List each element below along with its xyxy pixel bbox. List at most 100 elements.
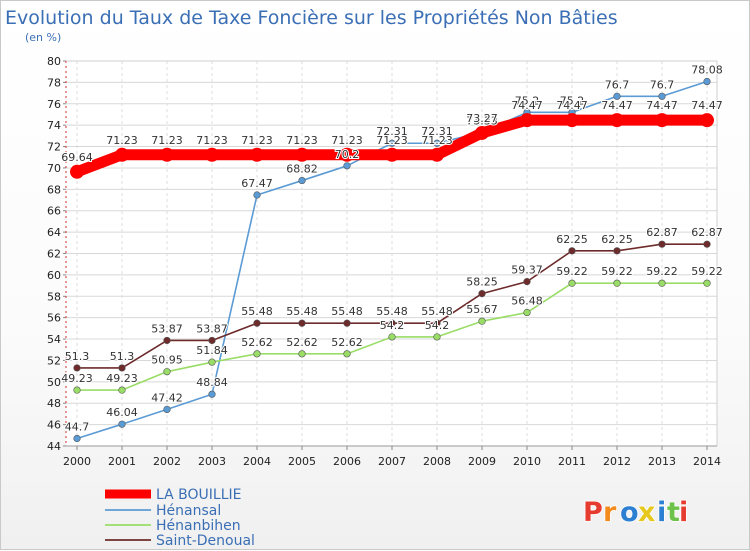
- data-label: 62.87: [691, 226, 723, 239]
- logo-letter: i: [679, 497, 688, 528]
- data-point: [430, 147, 444, 162]
- logo-letter: i: [657, 497, 666, 528]
- logo-letter: t: [667, 497, 680, 528]
- y-tick-label: 50: [47, 376, 61, 389]
- x-tick-label: 2001: [108, 455, 136, 468]
- x-tick-label: 2007: [378, 455, 406, 468]
- data-point: [568, 279, 576, 287]
- data-point: [73, 434, 81, 443]
- y-tick-label: 76: [47, 98, 61, 111]
- data-point: [613, 92, 621, 100]
- data-point: [298, 319, 306, 327]
- data-point: [478, 317, 486, 325]
- x-tick-label: 2003: [198, 455, 226, 468]
- x-tick-label: 2004: [243, 455, 271, 468]
- y-tick-label: 78: [47, 76, 61, 89]
- data-label: 68.82: [286, 163, 318, 176]
- data-label: 71.23: [196, 134, 228, 147]
- data-point: [610, 113, 624, 128]
- data-point: [385, 147, 399, 162]
- logo-letter: P: [583, 497, 603, 528]
- data-point: [568, 247, 576, 255]
- data-point: [118, 420, 126, 428]
- axes: 44 46 48 50 52 54 56 58 60 62 64 66 68 70 72 74 76 78 80 20…: [47, 55, 721, 468]
- data-label: 74.47: [511, 99, 543, 112]
- data-label: 49.23: [106, 372, 138, 385]
- data-label: 67.47: [241, 177, 273, 190]
- data-point: [478, 290, 486, 298]
- data-label: 72.31: [421, 125, 453, 138]
- data-label: 50.95: [151, 354, 183, 367]
- data-label: 76.7: [605, 78, 630, 91]
- data-point: [475, 125, 489, 140]
- data-label: 54.2: [380, 319, 405, 332]
- logo-letter: x: [638, 497, 655, 528]
- data-point: [565, 113, 579, 128]
- data-label: 58.25: [466, 276, 498, 289]
- data-point: [700, 113, 714, 128]
- data-label: 74.47: [691, 99, 723, 112]
- x-tick-label: 2010: [513, 455, 541, 468]
- data-point: [118, 386, 126, 394]
- y-tick-label: 80: [47, 55, 61, 68]
- y-tick-label: 52: [47, 354, 61, 367]
- data-point: [613, 279, 621, 287]
- data-label: 52.62: [241, 336, 273, 349]
- data-label: 75.2: [515, 94, 540, 107]
- data-point: [343, 319, 351, 327]
- data-point: [118, 364, 126, 372]
- data-point: [523, 308, 531, 317]
- data-point: [658, 240, 666, 248]
- x-tick-label: 2012: [603, 455, 631, 468]
- data-point: [253, 319, 261, 327]
- data-label: 54.2: [425, 319, 450, 332]
- logo-letter: r: [603, 497, 617, 528]
- data-point: [655, 113, 669, 128]
- data-point: [208, 390, 216, 398]
- data-point: [388, 319, 396, 327]
- logo-letter: o: [620, 497, 639, 528]
- data-label: 55.48: [241, 305, 273, 318]
- y-tick-label: 60: [47, 269, 61, 282]
- data-label: 62.87: [646, 226, 678, 239]
- data-point: [163, 368, 171, 376]
- data-label: 74.47: [556, 99, 588, 112]
- y-tick-label: 48: [47, 397, 61, 410]
- data-labels: 44.7 46.04 47.42 48.84 67.47 68.82 70.2 72.31 72…: [60, 63, 724, 435]
- data-label: 59.22: [691, 265, 723, 278]
- legend-label-1: LA BOUILLIE: [156, 487, 241, 503]
- data-point: [433, 333, 441, 341]
- data-label: 72.31: [376, 125, 408, 138]
- data-label: 73.33: [466, 114, 498, 127]
- data-point: [343, 350, 351, 358]
- data-point: [613, 247, 621, 255]
- legend-label-4: Saint-Denoual: [156, 533, 255, 549]
- data-label: 55.48: [376, 305, 408, 318]
- data-point: [163, 405, 171, 414]
- data-label: 71.23: [151, 134, 183, 147]
- data-point: [205, 147, 219, 162]
- data-point: [340, 147, 354, 162]
- x-tick-label: 2009: [468, 455, 496, 468]
- data-label: 74.47: [601, 99, 633, 112]
- data-label: 78.08: [691, 64, 723, 77]
- y-tick-label: 66: [47, 205, 61, 218]
- y-tick-label: 44: [47, 440, 61, 453]
- y-tick-label: 62: [47, 248, 61, 261]
- data-label: 73.27: [466, 112, 498, 125]
- data-label: 51.3: [110, 350, 135, 363]
- chart-subtitle: (en %): [25, 31, 61, 44]
- y-tick-label: 54: [47, 333, 61, 346]
- x-tick-label: 2002: [153, 455, 181, 468]
- data-point: [163, 336, 171, 345]
- series-lines: [70, 77, 714, 443]
- data-label: 51.84: [196, 344, 228, 357]
- data-label: 55.48: [286, 305, 318, 318]
- y-tick-label: 70: [47, 162, 61, 175]
- data-label: 71.23: [241, 134, 273, 147]
- data-label: 47.42: [151, 391, 183, 404]
- data-label: 59.22: [601, 265, 633, 278]
- data-label: 55.48: [421, 305, 453, 318]
